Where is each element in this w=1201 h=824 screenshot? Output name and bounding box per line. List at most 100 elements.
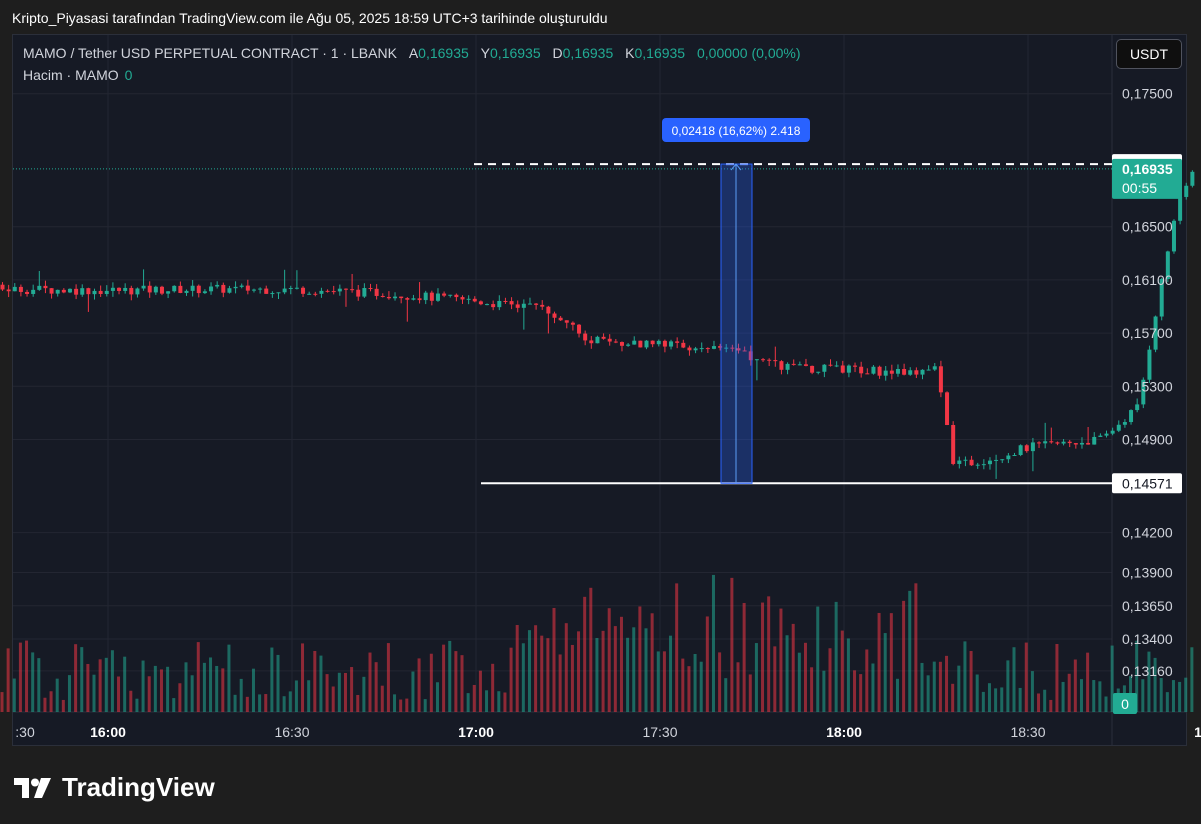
open-value: 0,16935	[418, 45, 469, 61]
price-tick-label: 0,16100	[1122, 272, 1173, 288]
candle-body	[963, 459, 968, 461]
volume-bar	[1104, 696, 1108, 712]
candles	[0, 168, 1195, 479]
volume-bar	[1018, 687, 1022, 712]
volume-bar	[785, 635, 789, 712]
candle-body	[828, 364, 833, 366]
candle-body	[865, 373, 870, 375]
volume-bar	[779, 608, 783, 712]
volume-bar	[626, 637, 630, 712]
price-tick-label: 0,13400	[1122, 631, 1173, 647]
close-label: K	[625, 45, 635, 61]
price-tick-label: 0,17500	[1122, 86, 1173, 102]
candle-body	[405, 298, 410, 300]
candle-body	[981, 464, 986, 466]
candle-body	[761, 359, 766, 361]
volume-bar	[840, 630, 844, 712]
tradingview-logo[interactable]: TradingView	[14, 772, 215, 803]
candle-body	[233, 286, 238, 289]
last-price-label-bg	[1112, 158, 1182, 199]
volume-bar	[742, 602, 746, 712]
candle-body	[1024, 445, 1029, 452]
candle-body	[1098, 435, 1103, 437]
price-tick-label: 0,14200	[1122, 525, 1173, 541]
volume-bar	[583, 596, 587, 712]
candle-body	[18, 286, 23, 292]
volume-bar	[926, 675, 930, 712]
candle-body	[429, 292, 434, 301]
price-tick-label: 0,13900	[1122, 565, 1173, 581]
candle-body	[117, 287, 122, 291]
candle-body	[1049, 441, 1054, 443]
volume-bar	[1024, 642, 1028, 712]
candle-body	[61, 289, 66, 293]
candle-body	[687, 347, 692, 351]
volume-bar	[1178, 681, 1182, 712]
time-axis[interactable]: :3016:0016:3017:0017:3018:0018:3019:0019…	[15, 724, 1201, 740]
candle-body	[37, 285, 42, 290]
candle-body	[435, 293, 440, 301]
volume-bar	[190, 675, 194, 712]
volume-bar	[1171, 680, 1175, 712]
volume-bar	[1055, 644, 1059, 712]
currency-button[interactable]: USDT	[1116, 39, 1182, 69]
candle-body	[184, 290, 189, 293]
volume-bar	[681, 658, 685, 712]
volume-bar	[902, 600, 906, 712]
volume-bar	[828, 648, 832, 712]
volume-bar	[147, 676, 151, 712]
volume-bar	[196, 642, 200, 712]
price-axis[interactable]: 0,17500 0,16500 0,16100 0,15700 0,15300 0,149…	[1122, 86, 1173, 679]
volume-bar	[294, 680, 298, 712]
candle-body	[472, 298, 477, 302]
candle-body	[417, 298, 422, 301]
candle-body	[1184, 185, 1189, 197]
candle-body	[276, 292, 281, 294]
volume-bar	[889, 613, 893, 712]
candle-body	[485, 304, 490, 306]
candle-body	[12, 286, 17, 292]
volume-bar	[730, 577, 734, 712]
volume-bar	[669, 635, 673, 712]
volume-bar	[497, 691, 501, 712]
volume-bar	[1037, 693, 1041, 712]
volume-bar	[1098, 681, 1102, 712]
candle-body	[785, 363, 790, 370]
symbol-legend: MAMO / Tether USD PERPETUAL CONTRACT · 1…	[23, 45, 801, 61]
volume-bar	[325, 674, 329, 712]
volume-bar	[178, 683, 182, 712]
volume-bar	[25, 640, 29, 712]
measure-tool[interactable]: 0,02418 (16,62%) 2.418	[474, 118, 1112, 485]
volume-bar	[552, 607, 556, 712]
candle-body	[920, 369, 925, 375]
candle-body	[558, 317, 563, 321]
volume-bar	[871, 663, 875, 712]
candle-body	[166, 291, 171, 294]
volume-bar	[570, 644, 574, 712]
candle-body	[49, 288, 54, 294]
candle-body	[779, 361, 784, 370]
volume-bar	[1006, 660, 1010, 712]
volume-bar	[1147, 651, 1151, 712]
candle-body	[889, 370, 894, 374]
candle-body	[816, 371, 821, 373]
candle-body	[1104, 433, 1109, 436]
volume-bar	[31, 652, 35, 712]
candle-body	[239, 285, 244, 287]
candle-body	[1079, 442, 1084, 445]
candle-body	[834, 365, 839, 367]
low-label: D	[552, 45, 563, 61]
candle-body	[693, 348, 698, 351]
candle-body	[1061, 441, 1066, 444]
volume-bar	[423, 699, 427, 712]
volume-bar	[577, 631, 581, 712]
volume-bar	[987, 683, 991, 712]
chart-frame[interactable]	[12, 34, 1187, 746]
volume-bar	[172, 698, 176, 712]
candle-body	[570, 322, 575, 325]
candle-body	[791, 363, 796, 365]
candle-body	[957, 460, 962, 464]
time-tick-label: 18:00	[826, 724, 862, 740]
candle-body	[1110, 430, 1115, 434]
